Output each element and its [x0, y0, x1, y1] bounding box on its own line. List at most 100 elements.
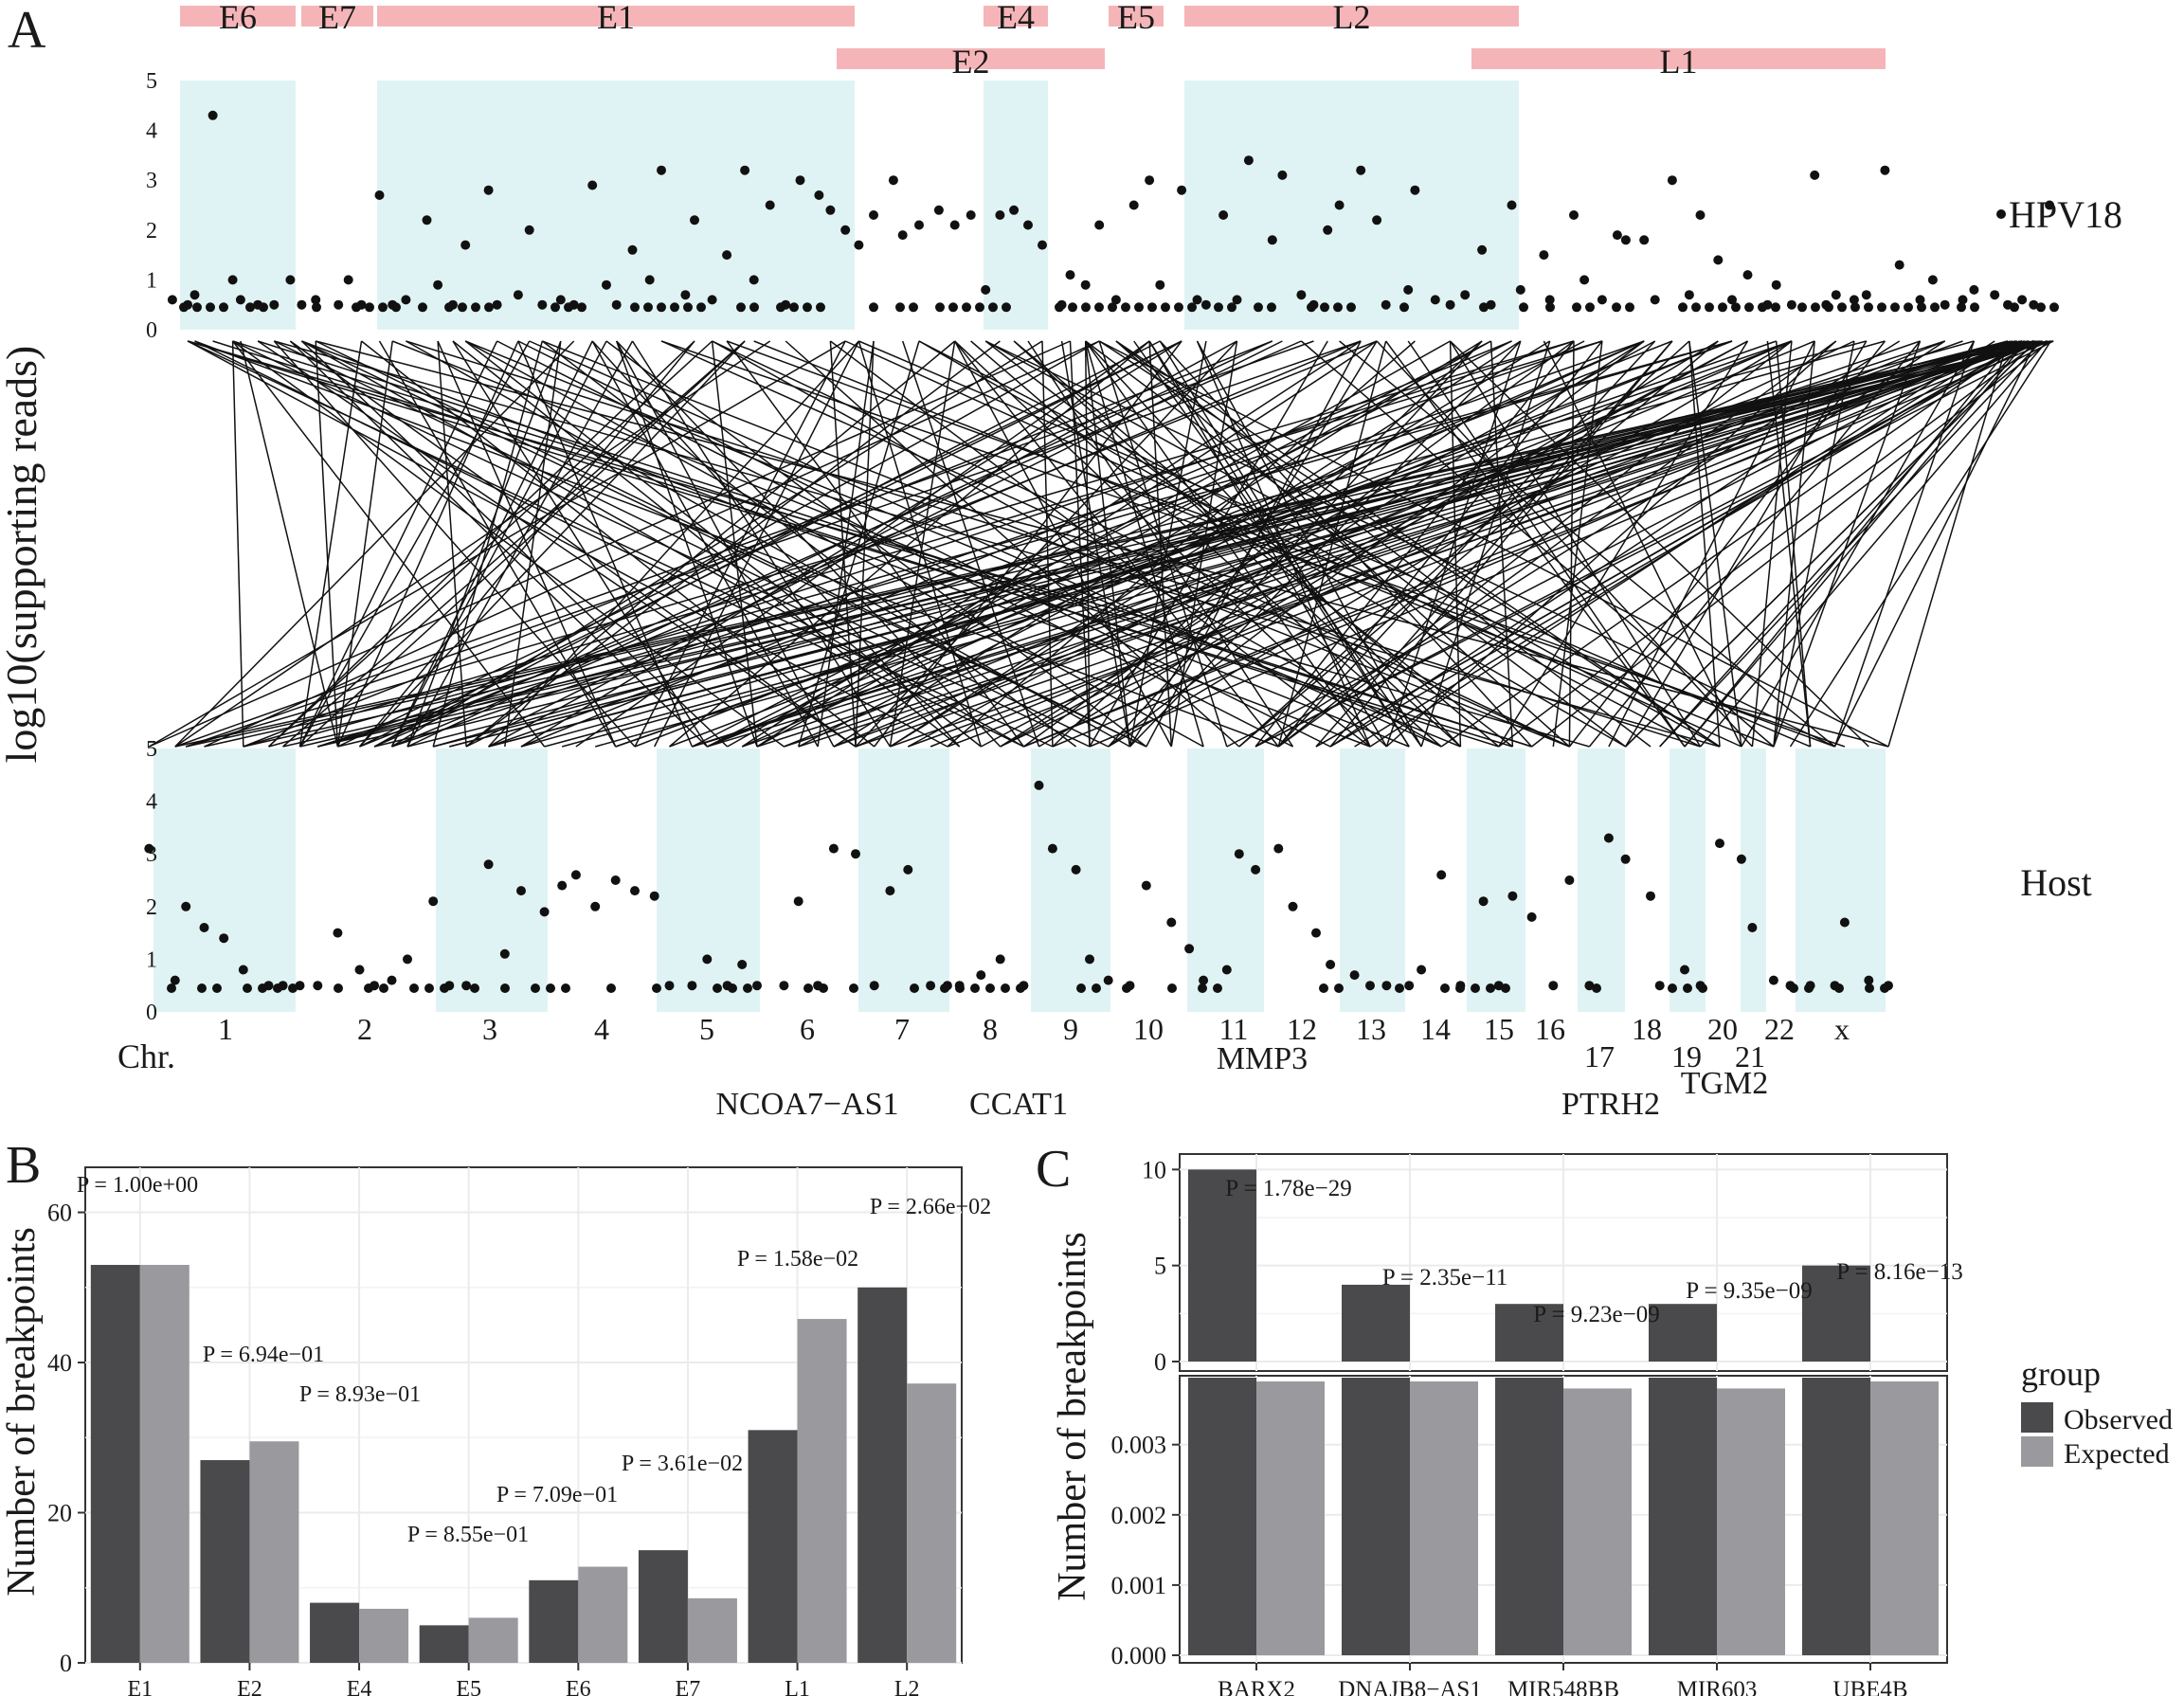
integration-line	[605, 340, 1147, 748]
integration-line	[907, 340, 1656, 748]
chromosome-label-9: 9	[1063, 1012, 1078, 1046]
integration-line	[391, 340, 1410, 748]
hpv-point	[206, 302, 215, 313]
observed-bar-e5	[419, 1625, 469, 1663]
chromosome-label-21: 21	[1735, 1039, 1765, 1074]
integration-line	[1407, 340, 1686, 748]
host-point	[885, 886, 895, 896]
hpv-point	[401, 295, 411, 305]
hpv-point	[444, 302, 454, 313]
hpv-point	[374, 190, 385, 200]
pvalue-label: P = 7.09e−01	[496, 1483, 618, 1507]
host-point	[1234, 849, 1244, 859]
xtick-label-e5: E5	[456, 1677, 481, 1696]
integration-line	[660, 340, 1846, 748]
hpv-point	[1691, 302, 1701, 313]
hpv-point	[1758, 302, 1767, 313]
integration-line	[273, 340, 636, 748]
hpv-point	[966, 210, 976, 220]
hpv-point	[312, 302, 321, 313]
hpv-point	[1539, 250, 1549, 261]
hpv-point	[1430, 295, 1440, 305]
hpv-point	[1410, 185, 1420, 195]
integration-line	[298, 340, 498, 748]
integration-line	[406, 340, 1273, 748]
hpv-ytick-label: 4	[146, 119, 157, 144]
hpv-point	[227, 275, 238, 285]
integration-line	[855, 340, 875, 748]
panel-label-a: A	[8, 1, 46, 60]
integration-line	[1450, 340, 1869, 748]
hpv-point	[1927, 275, 1938, 285]
hpv-point	[1403, 284, 1414, 295]
track-label-hpv18: HPV18	[2009, 193, 2122, 236]
hpv-point	[2010, 302, 2019, 313]
integration-line	[692, 340, 1491, 748]
integration-line	[465, 340, 1283, 748]
integration-line	[1339, 340, 1835, 748]
xtick-label-dnajb8as1: DNAJB8−AS1	[1338, 1677, 1482, 1696]
hpv-point	[1356, 165, 1366, 175]
host-point	[170, 975, 180, 985]
chr-axis-label: Chr.	[117, 1037, 175, 1075]
hpv-point	[1544, 295, 1555, 305]
host-point	[1526, 911, 1537, 922]
integration-line	[488, 340, 2030, 748]
integration-line	[1354, 340, 2011, 748]
host-ytick-label: 1	[146, 947, 157, 972]
hpv-point	[1894, 260, 1904, 270]
host-point	[1839, 917, 1850, 928]
host-point	[903, 864, 913, 875]
integration-line	[1084, 340, 1204, 748]
pvalue-label: P = 8.93e−01	[299, 1382, 421, 1407]
hpv-point	[949, 220, 960, 230]
hpv-point	[1155, 280, 1165, 290]
xtick-label-mir548bb: MIR548BB	[1507, 1677, 1619, 1696]
host-point	[1365, 981, 1375, 991]
pvalue-label: P = 9.35e−09	[1686, 1278, 1813, 1304]
expected-bar-e1	[139, 1265, 190, 1663]
observed-bar-mir548bb	[1495, 1304, 1563, 1362]
hpv-point	[657, 302, 666, 313]
hpv-point	[1479, 302, 1489, 313]
integration-line	[591, 340, 961, 748]
host-point	[1603, 833, 1614, 843]
host-point	[212, 983, 222, 993]
integration-line	[798, 340, 2037, 748]
pvalue-label: P = 2.66e−02	[870, 1195, 991, 1219]
host-point	[1486, 983, 1495, 993]
hpv-point	[179, 302, 189, 313]
integration-line	[1659, 340, 2026, 748]
hpv-point	[433, 280, 443, 290]
integration-line	[1625, 340, 2037, 748]
hpv-point	[1940, 299, 1950, 310]
integration-line	[406, 340, 1130, 748]
hpv-point	[1705, 302, 1714, 313]
integration-line	[1684, 340, 2015, 748]
hpv-point	[1612, 230, 1622, 241]
hpv-point	[1849, 295, 1859, 305]
host-point	[144, 843, 154, 854]
integration-line	[174, 340, 771, 748]
host-point	[649, 891, 659, 901]
host-point	[1436, 870, 1447, 880]
gene-label-e7: E7	[318, 0, 356, 36]
host-point	[516, 886, 526, 896]
host-point	[428, 896, 439, 907]
hpv-point	[1145, 175, 1155, 186]
hpv-point	[418, 302, 427, 313]
integration-line	[874, 340, 1182, 748]
observed-bar-e2	[200, 1460, 250, 1663]
integration-line	[257, 340, 857, 748]
hpv-point	[1597, 295, 1607, 305]
integration-line	[1133, 340, 1422, 748]
hpv-point	[1831, 290, 1841, 300]
ytick-label: 0.003	[1111, 1432, 1167, 1459]
integration-line	[1052, 340, 2030, 748]
host-point	[313, 981, 323, 991]
host-ytick-label: 5	[146, 737, 157, 762]
integration-line	[174, 340, 1314, 748]
integration-line	[187, 340, 948, 748]
hpv-point	[630, 302, 640, 313]
